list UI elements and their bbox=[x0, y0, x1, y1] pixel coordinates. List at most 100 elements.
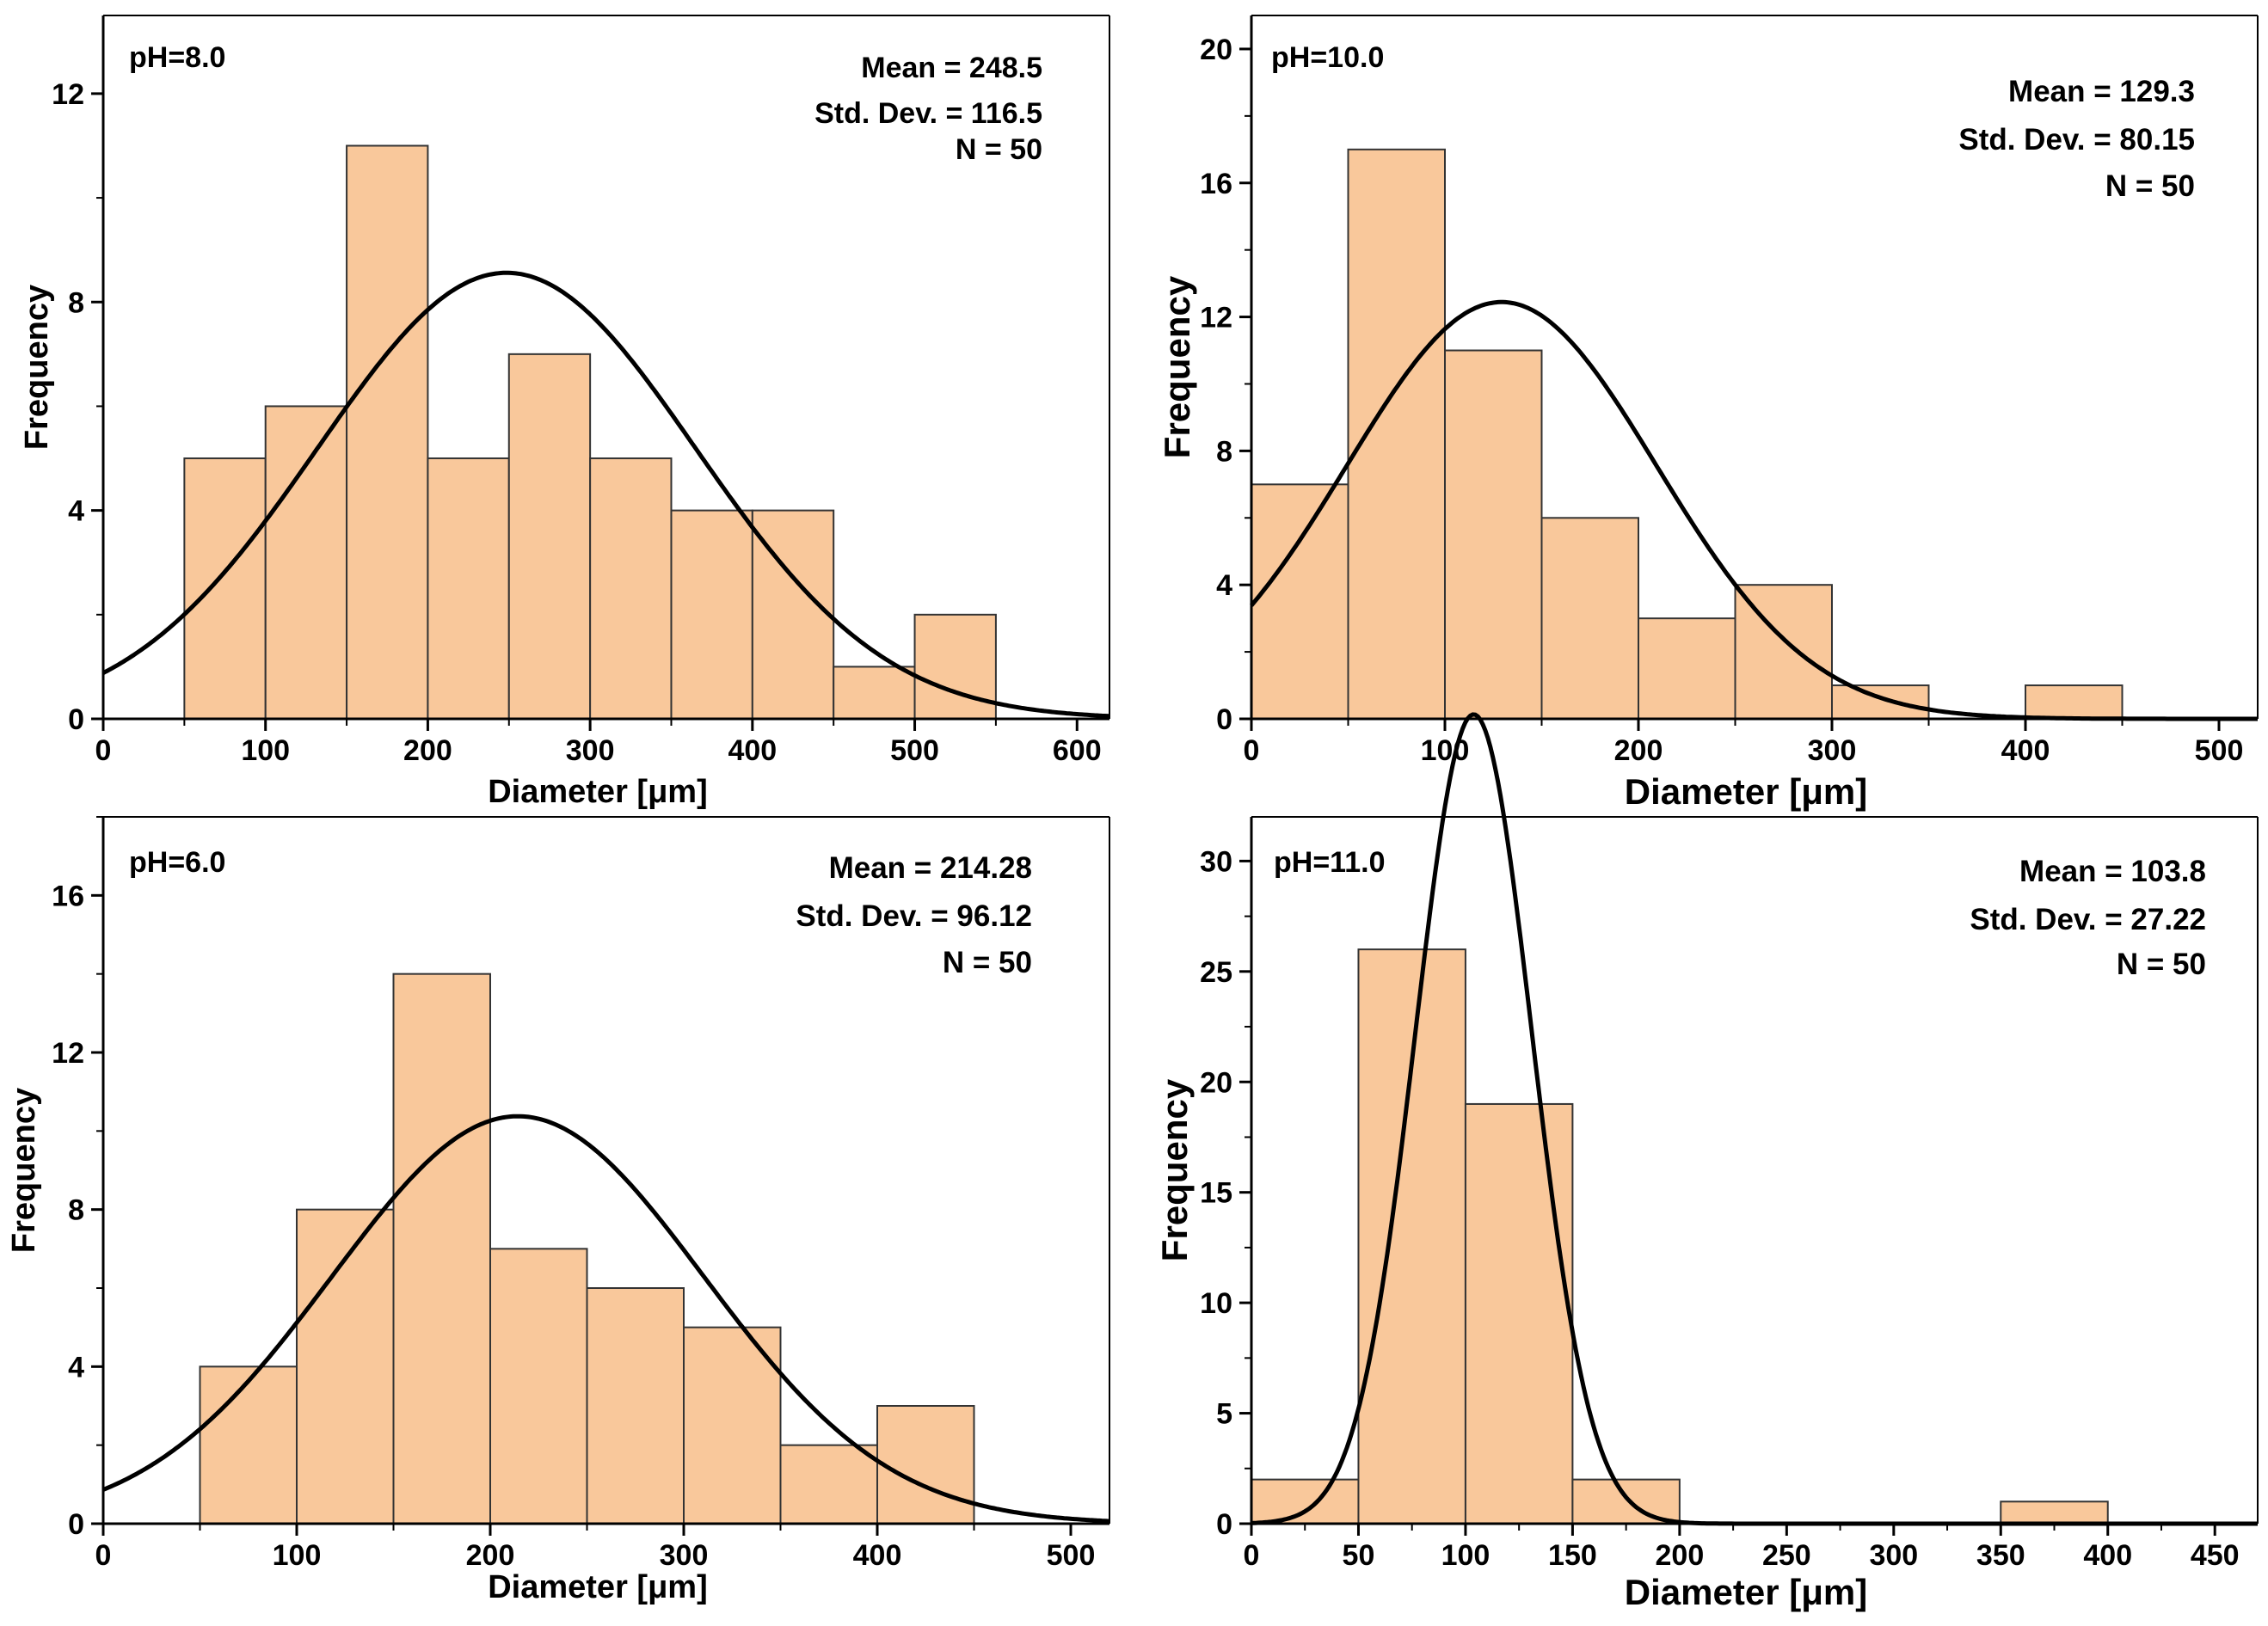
x-tick-label: 400 bbox=[728, 734, 777, 767]
y-tick-label: 8 bbox=[1216, 435, 1232, 468]
panel-label: pH=11.0 bbox=[1274, 846, 1385, 879]
histogram-bar bbox=[683, 1326, 782, 1525]
panel-ph6: 0 100 200 300 400 500 0 4 8 12 16 Diameter [μm] Freq… bbox=[6, 816, 1110, 1605]
histogram-bar bbox=[913, 613, 997, 721]
x-tick-label: 600 bbox=[1053, 734, 1102, 767]
y-tick-label: 0 bbox=[1216, 1508, 1232, 1541]
y-tick-label: 0 bbox=[68, 703, 84, 736]
y-tick-label: 4 bbox=[1216, 569, 1232, 602]
panel-label: pH=10.0 bbox=[1271, 41, 1384, 74]
normal-fit-curve bbox=[101, 270, 1110, 719]
x-tick-label: 500 bbox=[1047, 1539, 1096, 1572]
y-tick-label: 15 bbox=[1200, 1177, 1232, 1210]
histogram-bar bbox=[1251, 483, 1349, 720]
y-tick-label: 0 bbox=[68, 1508, 84, 1541]
x-tick-label: 500 bbox=[890, 734, 939, 767]
x-tick-label: 350 bbox=[1976, 1539, 2025, 1572]
histogram-bar bbox=[586, 1287, 685, 1525]
panel-label: pH=8.0 bbox=[129, 41, 225, 74]
stat-n: N = 50 bbox=[2117, 948, 2206, 981]
y-tick-label: 8 bbox=[68, 1194, 84, 1227]
x-axis-title: Diameter [μm] bbox=[488, 1569, 708, 1605]
histogram-bar bbox=[1251, 1478, 1360, 1525]
x-tick-label: 100 bbox=[1441, 1539, 1490, 1572]
histogram-bar bbox=[1571, 1478, 1681, 1525]
histogram-bar bbox=[1540, 517, 1639, 720]
y-tick-label: 5 bbox=[1216, 1398, 1232, 1431]
histogram-bar bbox=[264, 405, 348, 720]
x-tick-label: 300 bbox=[1869, 1539, 1918, 1572]
x-tick-label: 200 bbox=[403, 734, 452, 767]
x-tick-label: 0 bbox=[1244, 734, 1260, 767]
normal-fit-curve bbox=[102, 1114, 1110, 1524]
histogram-bar bbox=[346, 144, 429, 720]
x-tick-label: 300 bbox=[566, 734, 615, 767]
stat-std-dev: Std. Dev. = 96.12 bbox=[796, 899, 1032, 933]
histogram-bar bbox=[876, 1405, 975, 1525]
histogram-bar bbox=[2025, 684, 2124, 720]
y-tick-label: 12 bbox=[52, 1037, 84, 1070]
x-tick-label: 50 bbox=[1343, 1539, 1375, 1572]
x-axis-title: Diameter [μm] bbox=[1625, 1572, 1867, 1612]
histogram-bar bbox=[1444, 349, 1543, 720]
y-tick-label: 4 bbox=[68, 495, 84, 528]
y-axis-title: Frequency bbox=[1154, 1078, 1195, 1261]
y-tick-label: 30 bbox=[1200, 845, 1232, 878]
histogram-bar bbox=[1357, 948, 1466, 1525]
histogram-bar bbox=[833, 666, 916, 721]
y-tick-label: 10 bbox=[1200, 1287, 1232, 1320]
stat-std-dev: Std. Dev. = 80.15 bbox=[1958, 123, 2195, 156]
histogram-bar bbox=[199, 1365, 298, 1525]
x-tick-label: 100 bbox=[241, 734, 290, 767]
x-axis-title: Diameter [μm] bbox=[488, 774, 708, 810]
histogram-bar bbox=[1638, 617, 1736, 721]
histogram-bar bbox=[427, 457, 510, 720]
y-tick-label: 12 bbox=[1200, 302, 1232, 334]
y-axis-title: Frequency bbox=[1157, 275, 1197, 458]
x-tick-label: 300 bbox=[1808, 734, 1857, 767]
y-tick-label: 0 bbox=[1216, 703, 1232, 736]
y-tick-label: 8 bbox=[68, 286, 84, 319]
stat-mean: Mean = 103.8 bbox=[2019, 855, 2206, 888]
histogram-bar bbox=[1464, 1102, 1574, 1525]
y-tick-label: 20 bbox=[1200, 1066, 1232, 1099]
stat-mean: Mean = 248.5 bbox=[861, 52, 1042, 84]
x-tick-label: 100 bbox=[1421, 734, 1470, 767]
histogram-bar bbox=[779, 1444, 878, 1525]
stat-n: N = 50 bbox=[956, 133, 1042, 166]
x-tick-label: 150 bbox=[1548, 1539, 1597, 1572]
x-tick-label: 0 bbox=[95, 734, 112, 767]
y-tick-label: 25 bbox=[1200, 956, 1232, 989]
histogram-bar bbox=[392, 973, 491, 1525]
x-tick-label: 200 bbox=[466, 1539, 515, 1572]
x-tick-label: 0 bbox=[95, 1539, 112, 1572]
y-tick-label: 12 bbox=[52, 78, 84, 111]
y-tick-label: 4 bbox=[68, 1351, 84, 1384]
x-tick-label: 0 bbox=[1244, 1539, 1260, 1572]
x-tick-label: 200 bbox=[1656, 1539, 1705, 1572]
y-axis-title: Frequency bbox=[19, 285, 55, 450]
panel-ph11: 0 50 100 150 200 250 300 350 400 450 0 5 10 15 20 25 30 D… bbox=[1154, 712, 2259, 1612]
histogram-bar bbox=[1831, 684, 1930, 720]
x-tick-label: 450 bbox=[2191, 1539, 2240, 1572]
histogram-bar bbox=[589, 457, 673, 720]
x-tick-label: 400 bbox=[2083, 1539, 2132, 1572]
x-tick-label: 400 bbox=[2001, 734, 2050, 767]
stat-mean: Mean = 214.28 bbox=[829, 851, 1032, 885]
histogram-bar bbox=[2000, 1500, 2109, 1525]
y-axis-title: Frequency bbox=[6, 1088, 42, 1253]
x-tick-label: 200 bbox=[1614, 734, 1663, 767]
y-tick-label: 16 bbox=[1200, 168, 1232, 200]
y-tick-label: 16 bbox=[52, 880, 84, 912]
stat-n: N = 50 bbox=[943, 946, 1032, 979]
stat-std-dev: Std. Dev. = 27.22 bbox=[1970, 903, 2206, 936]
histogram-bar bbox=[507, 353, 592, 720]
stat-n: N = 50 bbox=[2105, 169, 2195, 203]
x-tick-label: 300 bbox=[660, 1539, 709, 1572]
x-tick-label: 100 bbox=[273, 1539, 322, 1572]
panel-label: pH=6.0 bbox=[129, 846, 225, 879]
x-tick-label: 500 bbox=[2195, 734, 2244, 767]
histogram-bar bbox=[489, 1248, 588, 1525]
stat-std-dev: Std. Dev. = 116.5 bbox=[814, 97, 1042, 130]
